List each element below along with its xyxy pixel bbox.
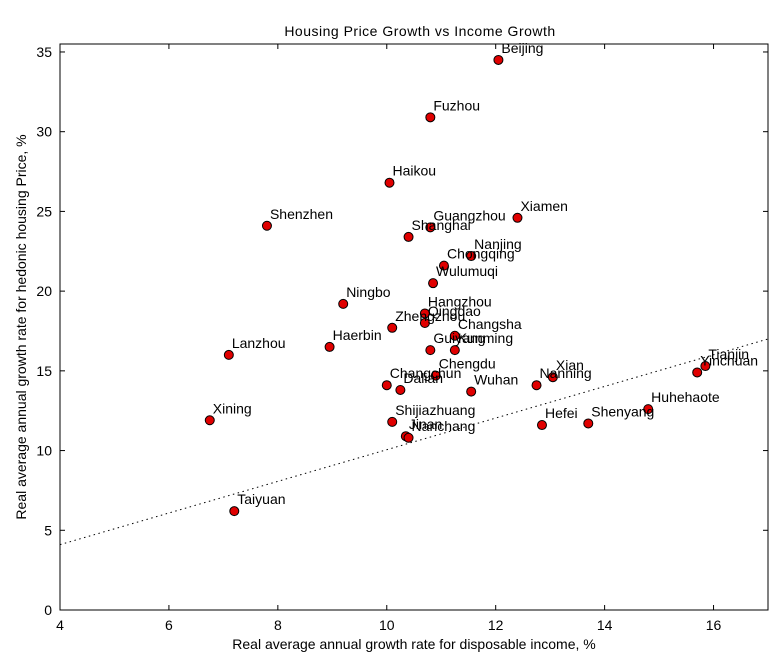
data-point-label: Taiyuan xyxy=(237,491,285,507)
data-point-label: Xining xyxy=(213,400,252,416)
data-point-label: Nanchang xyxy=(412,418,476,434)
y-tick-label: 10 xyxy=(36,443,52,459)
data-point-label: Beijing xyxy=(501,40,543,56)
data-point xyxy=(403,432,414,443)
data-point-label: Guiyang xyxy=(433,330,485,346)
data-point-label: Qingdao xyxy=(428,303,481,319)
data-point xyxy=(403,231,414,242)
x-tick-label: 6 xyxy=(165,617,173,633)
data-point xyxy=(531,380,542,391)
y-tick-label: 35 xyxy=(36,44,52,60)
x-axis-ticks: 4 6 8 10 12 14 16 xyxy=(56,44,722,633)
data-point xyxy=(381,380,392,391)
y-tick-label: 20 xyxy=(36,283,52,299)
data-point-label: Xiamen xyxy=(520,198,567,214)
data-point xyxy=(430,370,441,381)
plot-area-frame xyxy=(59,43,769,611)
data-point xyxy=(466,251,477,262)
data-point-label: Hangzhou xyxy=(428,293,492,309)
data-point xyxy=(223,349,234,360)
data-point-label: Shanghai xyxy=(412,217,471,233)
data-point-label: Kunming xyxy=(458,330,513,346)
data-point-label: Tianjin xyxy=(708,346,749,362)
y-tick-label: 15 xyxy=(36,363,52,379)
data-point xyxy=(425,222,436,233)
data-point xyxy=(204,415,215,426)
data-point-label: Nanjing xyxy=(474,236,521,252)
data-point-label: Chengdu xyxy=(439,356,496,372)
data-point-label: Changsha xyxy=(458,316,522,332)
data-point xyxy=(425,345,436,356)
data-point xyxy=(229,506,240,517)
data-point-label: Shenyang xyxy=(591,403,654,419)
data-point xyxy=(692,367,703,378)
data-point-label: Dalian xyxy=(403,370,443,386)
data-point xyxy=(261,220,272,231)
data-point xyxy=(449,345,460,356)
y-tick-label: 30 xyxy=(36,124,52,140)
data-point-label: Hefei xyxy=(545,405,578,421)
data-point xyxy=(419,308,430,319)
y-tick-label: 5 xyxy=(44,522,52,538)
data-point-label: Huhehaote xyxy=(651,389,720,405)
data-point-label: Haerbin xyxy=(333,327,382,343)
data-point xyxy=(466,386,477,397)
data-point-label: Fuzhou xyxy=(433,97,480,113)
data-point-label: Yinchuan xyxy=(700,352,758,368)
x-tick-label: 8 xyxy=(274,617,282,633)
x-tick-label: 12 xyxy=(488,617,504,633)
data-point-label: Ningbo xyxy=(346,284,391,300)
data-point-label: Xian xyxy=(556,357,584,373)
data-point xyxy=(338,298,349,309)
data-point-label: Guangzhou xyxy=(433,207,505,223)
data-point xyxy=(395,384,406,395)
data-point-label: Chongqing xyxy=(447,246,515,262)
data-point xyxy=(583,418,594,429)
data-point-labels: Beijing Fuzhou Haikou Xiamen Guangzhou Shenzh… xyxy=(213,40,758,507)
x-tick-label: 10 xyxy=(379,617,395,633)
data-point xyxy=(700,361,711,372)
x-tick-label: 16 xyxy=(706,617,722,633)
chart-title: Housing Price Growth vs Income Growth xyxy=(284,23,555,39)
x-axis-label: Real average annual growth rate for disp… xyxy=(232,636,595,652)
x-tick-label: 4 xyxy=(56,617,64,633)
data-point-label: Wuhan xyxy=(474,372,518,388)
data-point xyxy=(536,420,547,431)
data-point xyxy=(547,372,558,383)
data-point-label: Haikou xyxy=(392,163,436,179)
data-point-label: Jinan xyxy=(409,416,442,432)
data-points xyxy=(204,54,711,517)
data-point xyxy=(324,341,335,352)
data-point xyxy=(438,260,449,271)
y-tick-label: 0 xyxy=(44,602,52,618)
data-point xyxy=(512,212,523,223)
data-point-label: Zhengzhou xyxy=(395,308,465,324)
data-point xyxy=(428,278,439,289)
data-point-label: Changchun xyxy=(390,365,462,381)
data-point xyxy=(449,330,460,341)
data-point xyxy=(419,318,430,329)
data-point-label: Wulumuqi xyxy=(436,263,498,279)
y-axis-label: Real average annual growth rate for hedo… xyxy=(13,134,29,519)
data-point-label: Lanzhou xyxy=(232,335,286,351)
data-point-label: Shenzhen xyxy=(270,206,333,222)
data-point xyxy=(387,322,398,333)
data-point xyxy=(425,112,436,123)
data-point xyxy=(384,177,395,188)
y-tick-label: 25 xyxy=(36,203,52,219)
x-tick-label: 14 xyxy=(597,617,613,633)
y-axis-ticks: 0 5 10 15 20 25 30 35 xyxy=(36,44,768,618)
data-point xyxy=(387,416,398,427)
data-point xyxy=(643,404,654,415)
data-point xyxy=(493,54,504,65)
data-point-label: Nanning xyxy=(540,365,592,381)
data-point-label: Shijiazhuang xyxy=(395,402,475,418)
